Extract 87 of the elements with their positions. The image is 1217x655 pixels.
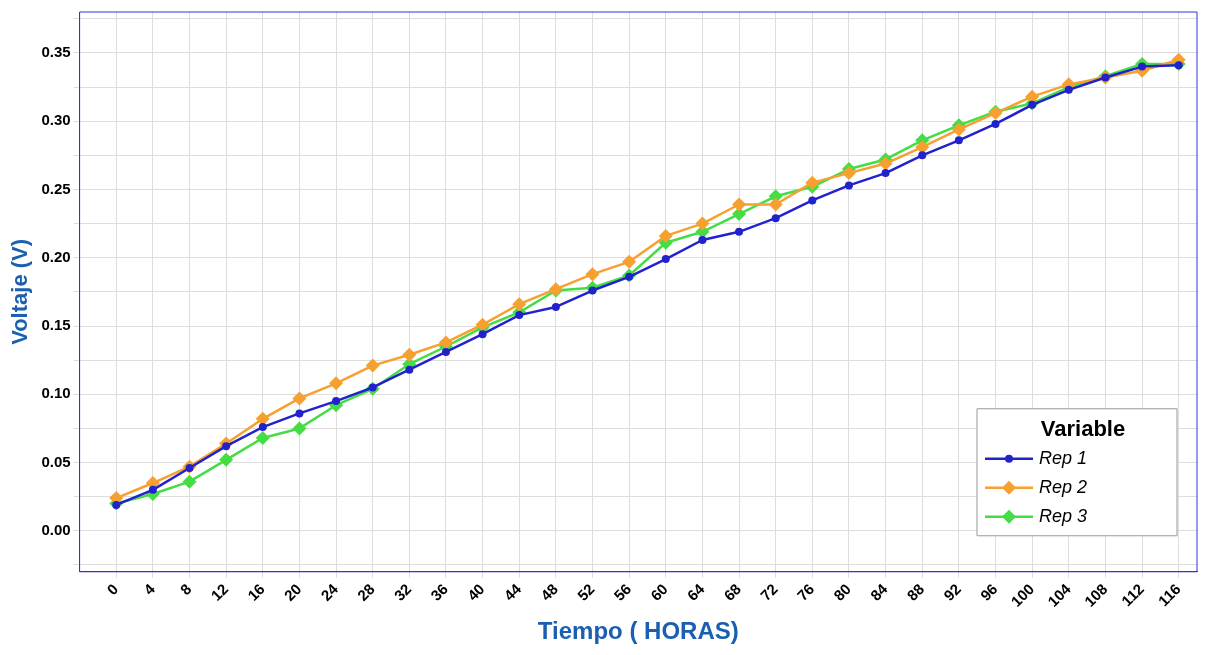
point (768, 197, 783, 212)
x-tick-label: 88 (903, 580, 928, 604)
point (622, 254, 637, 269)
point (732, 197, 747, 212)
x-tick-label: 40 (463, 580, 488, 604)
point (512, 297, 527, 312)
x-tick-label: 28 (353, 580, 378, 604)
point (478, 330, 487, 339)
x-tick-label: 0 (103, 580, 122, 599)
x-tick-label: 80 (830, 580, 854, 604)
legend-label: Rep 3 (1039, 505, 1088, 526)
point (585, 267, 600, 282)
y-tick-label: 0.15 (41, 316, 71, 334)
point (658, 228, 673, 243)
point (735, 227, 744, 236)
point (332, 397, 341, 406)
point (1174, 61, 1183, 70)
x-axis-title: Tiempo ( HORAS) (537, 617, 739, 645)
y-tick-label: 0.00 (41, 520, 71, 538)
point (878, 156, 893, 171)
point (1025, 89, 1040, 104)
x-tick-label: 4 (140, 579, 159, 599)
point (438, 335, 453, 350)
x-tick-label: 116 (1154, 580, 1184, 610)
x-tick-label: 68 (720, 580, 745, 604)
x-tick-label: 72 (756, 580, 781, 604)
point (405, 365, 414, 374)
point (551, 302, 560, 311)
point (844, 181, 853, 190)
y-axis-title: Voltaje (V) (7, 238, 33, 345)
x-tick-label: 24 (317, 579, 342, 604)
x-tick-label: 96 (976, 580, 1001, 604)
point (991, 119, 1000, 128)
y-tick-label: 0.20 (41, 247, 71, 265)
x-tick-label: 64 (683, 579, 708, 604)
x-tick-label: 8 (176, 580, 195, 599)
x-tick-label: 104 (1044, 579, 1075, 610)
legend-title: Variable (1040, 415, 1126, 441)
point (805, 175, 820, 190)
x-tick-label: 16 (244, 580, 268, 604)
point (441, 347, 450, 356)
y-tick-label: 0.05 (41, 452, 71, 470)
point (954, 136, 963, 145)
x-tick-label: 20 (280, 580, 305, 604)
point (148, 485, 157, 494)
point (292, 391, 307, 406)
legend-label: Rep 1 (1039, 447, 1088, 468)
y-tick-label: 0.30 (41, 111, 71, 129)
x-tick-label: 56 (610, 580, 635, 604)
legend-label: Rep 2 (1039, 476, 1088, 497)
x-tick-label: 36 (427, 580, 452, 604)
y-tick-label: 0.10 (41, 384, 71, 402)
point (808, 196, 817, 205)
point (255, 430, 270, 445)
point (695, 216, 710, 231)
y-tick-label: 0.25 (41, 179, 71, 197)
point (365, 358, 380, 373)
point (255, 411, 270, 426)
point (1064, 85, 1073, 94)
point (219, 452, 234, 467)
point (258, 423, 267, 432)
point (402, 347, 417, 362)
point (841, 166, 856, 181)
x-tick-label: 84 (866, 579, 892, 604)
x-tick-label: 60 (647, 580, 671, 604)
x-tick-label: 12 (207, 580, 232, 604)
x-tick-label: 100 (1007, 580, 1038, 610)
point (698, 236, 707, 245)
point (295, 409, 304, 418)
point (771, 214, 780, 223)
point (881, 169, 890, 178)
x-tick-label: 32 (390, 580, 415, 604)
point (292, 421, 307, 436)
x-tick-label: 44 (500, 579, 525, 604)
x-tick-label: 112 (1117, 580, 1148, 610)
x-tick-label: 76 (793, 580, 818, 604)
point (182, 474, 197, 489)
y-tick-label: 0.35 (41, 43, 71, 61)
point (951, 122, 966, 137)
x-tick-label: 108 (1080, 580, 1111, 610)
x-tick-label: 92 (940, 580, 964, 604)
point (918, 151, 927, 160)
point (661, 255, 670, 264)
x-tick-label: 48 (537, 580, 561, 604)
x-tick-label: 52 (573, 580, 598, 604)
point (329, 376, 344, 391)
point (1138, 62, 1147, 71)
